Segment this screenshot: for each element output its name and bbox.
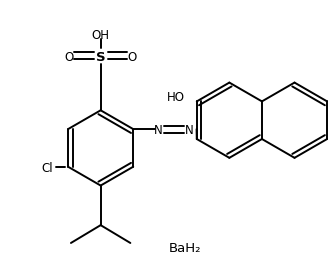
Text: O: O	[128, 51, 137, 64]
Text: BaH₂: BaH₂	[169, 242, 201, 255]
Text: O: O	[64, 51, 74, 64]
Text: N: N	[153, 124, 162, 137]
Text: HO: HO	[167, 92, 185, 104]
Text: N: N	[185, 124, 194, 137]
Text: OH: OH	[92, 29, 110, 42]
Text: Cl: Cl	[42, 162, 53, 175]
Text: S: S	[96, 51, 106, 64]
